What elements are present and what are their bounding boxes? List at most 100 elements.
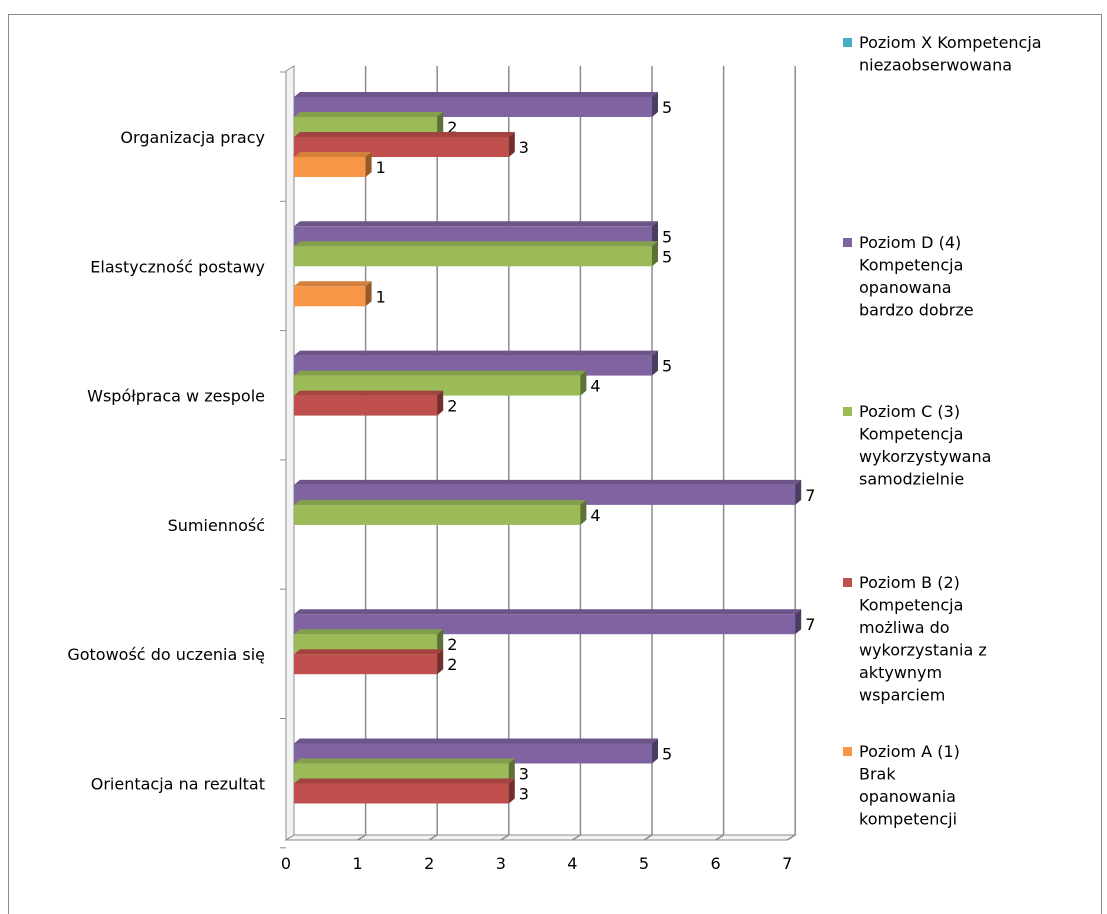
legend-swatch (843, 578, 852, 587)
legend-label: możliwa do (859, 618, 950, 637)
legend-label: Poziom D (4) (859, 233, 961, 252)
bar-end-face (437, 112, 444, 137)
x-tick-label: 5 (639, 854, 649, 873)
gridline-depth (643, 834, 653, 841)
data-label: 5 (662, 247, 672, 266)
bar-end-face (365, 281, 372, 307)
data-label: 3 (519, 785, 529, 804)
data-label: 3 (519, 138, 529, 157)
chart-legend: Poziom X Kompetencja niezaobserwowana Pozi… (843, 33, 1042, 829)
bar: 4 (294, 499, 601, 525)
bar-end-face (652, 241, 658, 267)
data-label: 4 (590, 377, 600, 396)
gridline-depth (786, 834, 796, 841)
bar-top-face (294, 370, 587, 376)
bar-end-face (652, 350, 658, 376)
data-label: 2 (447, 635, 457, 654)
category-label: Sumienność (168, 516, 265, 535)
x-tick-label: 0 (281, 854, 291, 873)
bar-end-face (508, 132, 515, 157)
legend-label: opanowania (859, 787, 956, 806)
data-label: 5 (662, 745, 672, 764)
bar-front-face (294, 654, 438, 675)
bar-top-face (294, 629, 444, 635)
x-tick-label: 6 (711, 854, 721, 873)
data-label: 1 (376, 158, 386, 177)
bar-top-face (294, 738, 658, 744)
bar-front-face (294, 504, 581, 525)
bar-top-face (294, 390, 444, 396)
data-label: 5 (662, 357, 672, 376)
bar-end-face (795, 609, 802, 635)
bar-top-face (294, 758, 515, 764)
category-label: Gotowość do uczenia się (67, 645, 265, 664)
data-label: 3 (519, 765, 529, 784)
x-tick-label: 3 (496, 854, 506, 873)
bar-top-face (294, 221, 658, 227)
category-label: Współpraca w zespole (87, 387, 265, 406)
legend-label: samodzielnie (859, 470, 964, 489)
bar-end-face (437, 390, 444, 416)
bar-front-face (294, 157, 366, 177)
bar: 1 (294, 152, 386, 177)
x-axis-labels: 0 1 2 3 4 5 6 7 (281, 854, 792, 873)
legend-label: Brak (859, 765, 896, 784)
bar-end-face (795, 479, 802, 505)
gridline-depth (572, 834, 581, 841)
bar-front-face (294, 246, 652, 267)
legend-label: Poziom X Kompetencja (859, 33, 1042, 52)
legend-label: kompetencji (859, 810, 957, 829)
legend-label: Kompetencja (859, 256, 963, 275)
legend-swatch (843, 747, 852, 756)
gridline-depth (428, 834, 438, 841)
legend-label: opanowana (859, 278, 952, 297)
bar-top-face (294, 499, 587, 505)
bar-top-face (294, 778, 515, 784)
y-axis-labels: Organizacja pracy Elastyczność postawy Wsp… (67, 128, 265, 794)
legend-swatch (843, 407, 852, 416)
bar-top-face (294, 609, 802, 615)
bar-end-face (508, 778, 515, 804)
bar: 5 (294, 241, 672, 267)
x-tick-label: 2 (424, 854, 434, 873)
data-label: 7 (805, 486, 815, 505)
legend-label: wykorzystywana (859, 447, 991, 466)
category-label: Organizacja pracy (120, 128, 265, 147)
bar-end-face (652, 221, 658, 247)
gridline-depth (500, 834, 510, 841)
chart-frame (8, 14, 1102, 914)
legend-label: Poziom A (1) (859, 742, 960, 761)
legend-label: aktywnym (859, 663, 942, 682)
legend-label: wykorzystania z (859, 641, 987, 660)
x-tick-label: 1 (353, 854, 363, 873)
gridline-depth (357, 834, 366, 841)
bar-end-face (437, 629, 444, 655)
legend-label: Kompetencja (859, 425, 963, 444)
legend-swatch (843, 238, 852, 247)
bar-front-face (294, 395, 438, 416)
legend-label: Kompetencja (859, 596, 963, 615)
bar-front-face (294, 286, 366, 307)
bar-top-face (294, 350, 658, 356)
bar-top-face (294, 132, 515, 137)
chart-grid (280, 65, 797, 849)
bar-end-face (652, 92, 658, 117)
bar-end-face (508, 758, 515, 784)
bar: 1 (294, 281, 386, 307)
left-wall (285, 65, 295, 841)
data-label: 2 (447, 655, 457, 674)
bar: 2 (294, 390, 457, 416)
category-label: Orientacja na rezultat (91, 775, 265, 794)
bar: 2 (294, 649, 457, 675)
x-tick-label: 7 (782, 854, 792, 873)
data-label: 7 (805, 615, 815, 634)
legend-label: bardzo dobrze (859, 301, 974, 320)
legend-label: wsparciem (859, 686, 945, 705)
bar-end-face (580, 370, 587, 396)
bar-top-face (294, 479, 802, 485)
bar-top-face (294, 649, 444, 655)
bar-end-face (437, 649, 444, 675)
legend-label: Poziom B (2) (859, 573, 960, 592)
